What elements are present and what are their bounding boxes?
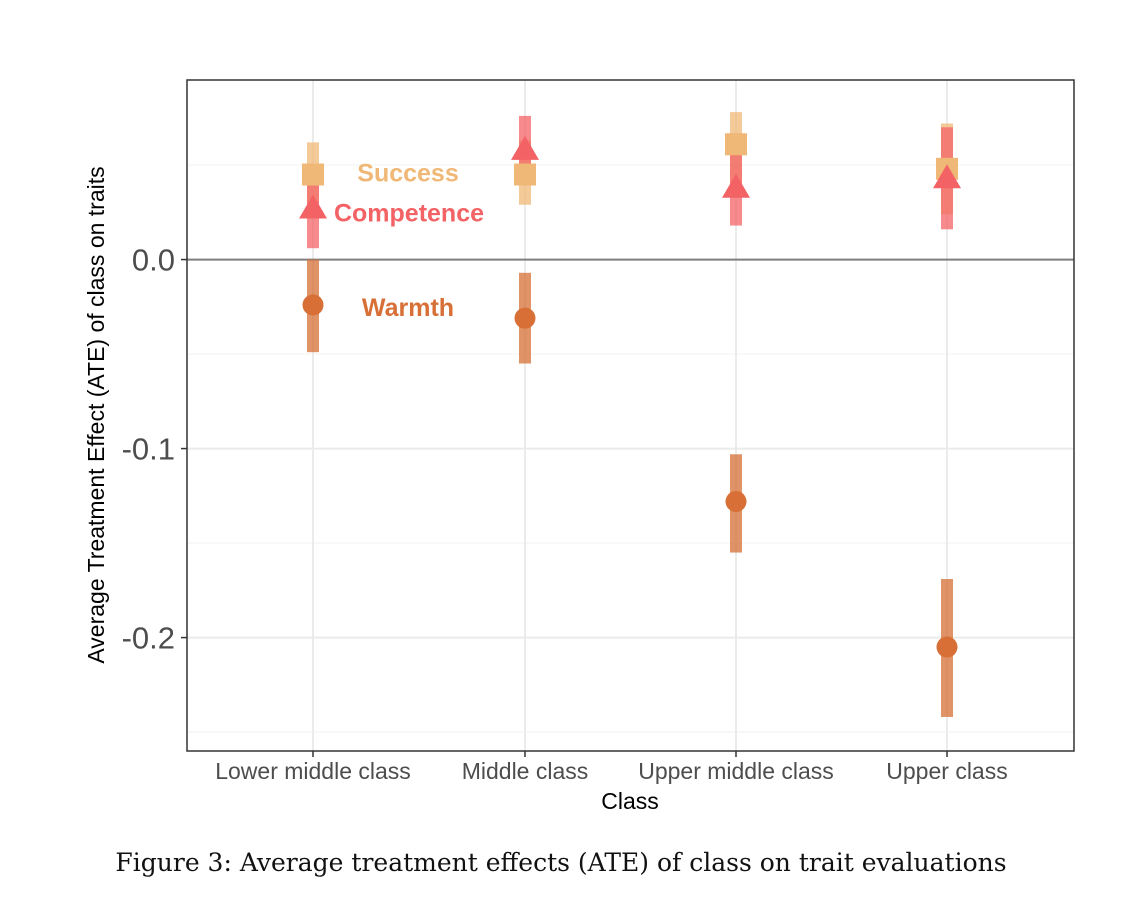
ate-chart: Success Competence Warmth 0.0 -0.1 -0.2 Lower… — [83, 79, 1075, 814]
point-warmth — [936, 636, 958, 658]
annotation-warmth: Warmth — [362, 294, 454, 322]
annotation-success: Success — [357, 160, 458, 188]
point-warmth — [514, 307, 536, 329]
y-tick-label: -0.1 — [122, 432, 175, 467]
annotations: Success Competence Warmth — [334, 160, 484, 322]
y-tick-label: 0.0 — [132, 243, 175, 278]
y-tick-label: -0.2 — [122, 621, 175, 656]
point-success — [514, 163, 536, 186]
point-warmth — [725, 491, 747, 513]
x-axis-label: Class — [601, 788, 659, 814]
annotation-competence: Competence — [334, 199, 484, 227]
point-warmth — [302, 294, 324, 316]
x-tick-label: Middle class — [462, 758, 589, 784]
x-tick-label: Upper class — [886, 758, 1007, 784]
point-success — [725, 133, 747, 156]
plot-panel — [187, 80, 1074, 751]
point-competence — [722, 173, 750, 198]
point-success — [302, 163, 324, 186]
point-competence — [299, 194, 327, 219]
plot-border — [186, 79, 1075, 752]
y-axis-label: Average Treatment Effect (ATE) of class … — [83, 166, 109, 663]
figure-caption: Figure 3: Average treatment effects (ATE… — [115, 848, 1007, 877]
x-tick-label: Upper middle class — [638, 758, 834, 784]
point-competence — [933, 164, 961, 189]
axes: 0.0 -0.1 -0.2 Lower middle class Middle clas… — [122, 79, 1075, 784]
data-points — [299, 133, 961, 658]
x-tick-label: Lower middle class — [215, 758, 411, 784]
point-competence — [511, 135, 539, 160]
